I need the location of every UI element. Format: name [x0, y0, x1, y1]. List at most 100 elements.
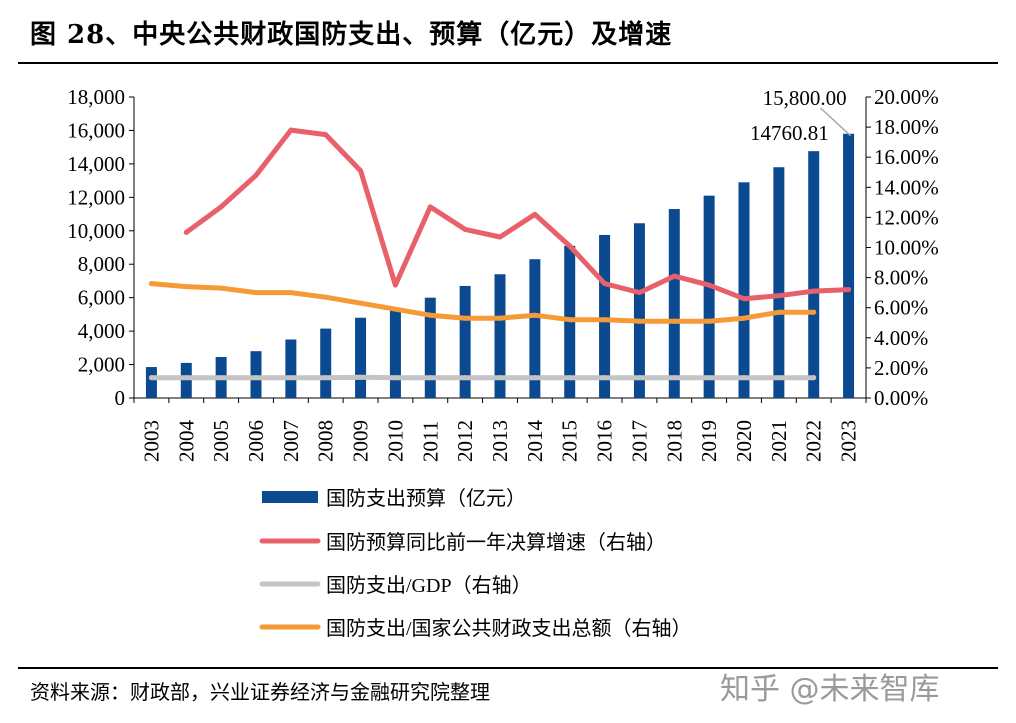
left-tick-label: 12,000 [67, 185, 125, 209]
series-2-point [288, 375, 294, 381]
bar-2004 [180, 362, 192, 398]
left-tick-label: 2,000 [78, 353, 125, 377]
annotation-2022-label: 14760.81 [750, 121, 829, 145]
bar-2010 [389, 309, 401, 398]
series-3-point [288, 290, 294, 296]
chart-title: 图 28、中央公共财政国防支出、预算（亿元）及增速 [30, 20, 673, 50]
watermark: 知乎 @未来智库 [720, 672, 940, 707]
bar-2006 [250, 351, 262, 398]
legend-label-3: 国防支出/国家公共财政支出总额（右轴） [326, 617, 692, 640]
x-tick-label: 2005 [209, 420, 233, 462]
series-3-point [148, 281, 154, 287]
x-tick-label: 2021 [767, 420, 791, 462]
series-2-point [253, 375, 259, 381]
title-rule [18, 62, 998, 64]
legend-label-0: 国防支出预算（亿元） [326, 487, 526, 510]
series-3-point [671, 318, 677, 324]
legend-label-2: 国防支出/GDP（右轴） [326, 574, 532, 597]
right-tick-label: 10.00% [874, 236, 939, 260]
x-tick-label: 2011 [418, 421, 442, 462]
series-3-point [776, 309, 782, 315]
series-2-point [148, 375, 154, 381]
left-tick-label: 8,000 [78, 252, 125, 276]
series-3-point [497, 315, 503, 321]
left-tick-label: 10,000 [67, 219, 125, 243]
footer-rule [18, 667, 998, 669]
series-3-point [183, 284, 189, 290]
series-line-1 [183, 127, 852, 302]
series-1-point [218, 204, 224, 210]
bar-2007 [285, 339, 297, 398]
bar-2012 [459, 285, 471, 398]
series-3-point [218, 285, 224, 291]
right-tick-label: 0.00% [874, 386, 928, 410]
series-1-point [497, 234, 503, 240]
annotation-2023-label: 15,800.00 [763, 86, 847, 110]
left-tick-label: 6,000 [78, 286, 125, 310]
x-tick-label: 2007 [279, 420, 303, 462]
series-1-point [392, 282, 398, 288]
series-1-point [671, 273, 677, 279]
series-2-point [427, 375, 433, 381]
series-2-point [392, 375, 398, 381]
bar-2017 [633, 223, 645, 398]
source-note: 资料来源：财政部，兴业证券经济与金融研究院整理 [30, 680, 490, 704]
series-2-point [776, 375, 782, 381]
series-1-point [253, 172, 259, 178]
right-tick-label: 20.00% [874, 85, 939, 109]
x-tick-label: 2022 [802, 420, 826, 462]
series-1-point [567, 243, 573, 249]
series-3-point [567, 317, 573, 323]
bar-2021 [773, 167, 785, 398]
series-3-point [392, 306, 398, 312]
series-3-point [358, 300, 364, 306]
left-tick-label: 4,000 [78, 319, 125, 343]
series-3-point [706, 318, 712, 324]
bar-2011 [424, 297, 436, 398]
series-3-point [323, 294, 329, 300]
series-2-point [567, 375, 573, 381]
bar-2016 [599, 234, 611, 398]
x-tick-label: 2012 [453, 420, 477, 462]
bar-2014 [529, 259, 541, 398]
series-2-point [358, 374, 364, 380]
series-2-point [183, 375, 189, 381]
x-tick-label: 2008 [314, 420, 338, 462]
series-3-point [462, 315, 468, 321]
x-tick-label: 2019 [697, 420, 721, 462]
series-2-point [706, 375, 712, 381]
bar-2022 [808, 151, 820, 398]
right-tick-label: 2.00% [874, 356, 928, 380]
series-1-point [706, 282, 712, 288]
series-1-point [741, 296, 747, 302]
series-2-point [636, 375, 642, 381]
bar-2008 [320, 328, 332, 398]
legend-swatch-bar [262, 491, 318, 503]
x-tick-label: 2023 [837, 420, 861, 462]
legend-label-1: 国防预算同比前一年决算增速（右轴） [326, 531, 666, 554]
series-1-point [358, 168, 364, 174]
x-tick-label: 2016 [593, 420, 617, 462]
left-tick-label: 0 [115, 386, 126, 410]
series-1-point [323, 132, 329, 138]
x-tick-label: 2010 [383, 420, 407, 462]
series-2-point [811, 375, 817, 381]
x-tick-label: 2006 [244, 420, 268, 462]
x-tick-label: 2015 [558, 420, 582, 462]
series-2-point [462, 375, 468, 381]
x-tick-label: 2009 [349, 420, 373, 462]
right-tick-label: 8.00% [874, 266, 928, 290]
right-tick-label: 16.00% [874, 145, 939, 169]
series-1-point [776, 293, 782, 299]
series-1-point [602, 281, 608, 287]
left-tick-label: 14,000 [67, 152, 125, 176]
series-2-point [741, 375, 747, 381]
left-tick-label: 18,000 [67, 85, 125, 109]
series-1-point [183, 229, 189, 235]
bar-2009 [355, 317, 367, 398]
series-2-point [671, 375, 677, 381]
series-3-point [811, 309, 817, 315]
bar-2018 [668, 209, 680, 398]
bar-2013 [494, 274, 506, 398]
